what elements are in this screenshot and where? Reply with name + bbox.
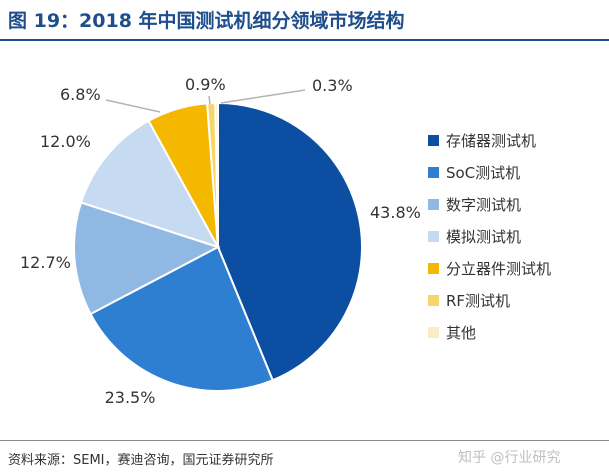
legend-label: 分立器件测试机	[446, 259, 552, 278]
source-note: 资料来源：SEMI，赛迪咨询，国元证券研究所	[8, 453, 274, 468]
watermark: 知乎 @行业研究	[458, 450, 561, 466]
pie-chart: 43.8% 23.5% 12.7% 12.0% 6.8% 0.9% 0.3%	[20, 75, 421, 407]
data-label-7: 0.3%	[312, 76, 353, 95]
legend-item-5: 分立器件测试机	[428, 252, 551, 284]
data-label-4: 12.0%	[40, 132, 91, 151]
legend-swatch	[428, 294, 439, 306]
legend-label: 数字测试机	[446, 195, 522, 214]
leader-line-7	[220, 89, 306, 104]
legend-item-2: SoC测试机	[428, 156, 551, 188]
legend-swatch	[428, 230, 439, 242]
pie-slice-2	[89, 245, 274, 392]
data-label-1: 43.8%	[370, 203, 421, 222]
legend-swatch	[428, 326, 439, 338]
data-label-6: 0.9%	[185, 75, 226, 94]
legend-label: 存储器测试机	[446, 131, 537, 150]
legend-swatch	[428, 166, 439, 178]
pie-slice-1	[217, 101, 363, 382]
chart-legend: 存储器测试机 SoC测试机 数字测试机模拟测试机分立器件测试机 RF测试机其他	[428, 124, 551, 348]
page-title: 图 19：2018 年中国测试机细分领域市场结构	[8, 10, 405, 32]
legend-label: RF测试机	[446, 291, 511, 310]
data-label-3: 12.7%	[20, 253, 71, 272]
title-divider	[0, 39, 609, 41]
legend-swatch	[428, 262, 439, 274]
legend-item-1: 存储器测试机	[428, 124, 551, 156]
legend-item-7: 其他	[428, 316, 551, 348]
legend-item-4: 模拟测试机	[428, 220, 551, 252]
leader-line-6	[208, 95, 211, 105]
pie-slice-7	[214, 101, 219, 248]
footer-divider	[0, 440, 609, 441]
legend-label: 其他	[446, 323, 477, 342]
pie-slice-4	[79, 119, 221, 249]
pie-slice-3	[73, 201, 221, 316]
legend-label: 模拟测试机	[446, 227, 522, 246]
data-label-2: 23.5%	[105, 388, 156, 407]
legend-swatch	[428, 134, 439, 146]
data-label-5: 6.8%	[60, 85, 101, 104]
legend-item-6: RF测试机	[428, 284, 551, 316]
leader-line-5	[105, 99, 161, 113]
legend-item-3: 数字测试机	[428, 188, 551, 220]
legend-swatch	[428, 198, 439, 210]
legend-label: SoC测试机	[446, 163, 521, 182]
